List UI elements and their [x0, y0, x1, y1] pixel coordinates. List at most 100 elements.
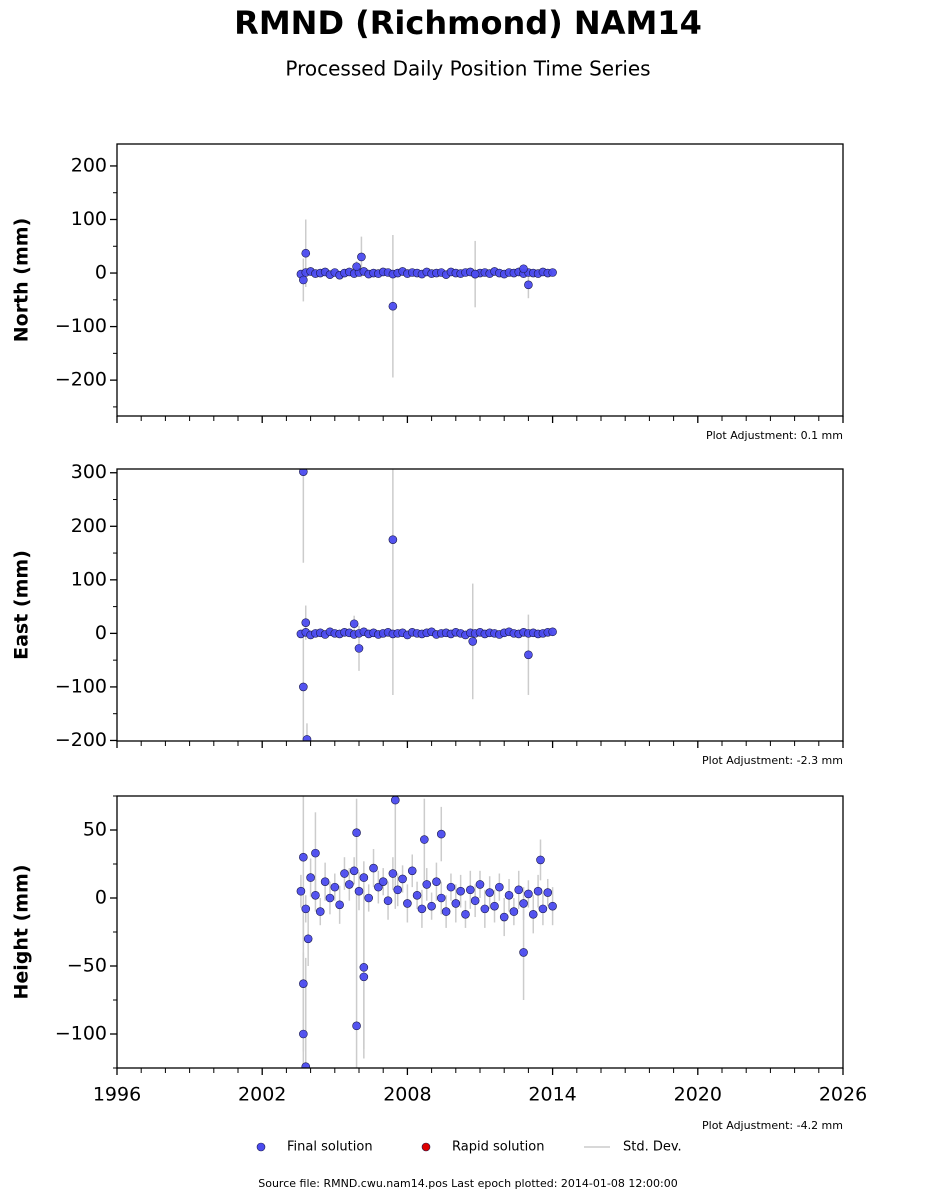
data-point — [359, 963, 369, 972]
data-point — [407, 866, 417, 876]
data-point — [461, 910, 470, 919]
data-point — [519, 264, 528, 274]
data-point — [299, 275, 308, 285]
data-point — [359, 972, 369, 982]
data-point — [436, 829, 446, 839]
data-point — [422, 880, 432, 889]
y-tick-label: −100 — [55, 675, 107, 697]
x-tick-label: 2008 — [383, 1084, 431, 1106]
data-point — [499, 912, 509, 922]
data-point — [378, 877, 388, 886]
data-point — [388, 301, 398, 311]
source-note: Source file: RMND.cwu.nam14.pos Last epo… — [258, 1177, 678, 1190]
data-point — [519, 899, 528, 908]
y-tick-label: −100 — [55, 1023, 107, 1045]
data-point — [299, 1029, 308, 1039]
y-tick-label: 0 — [95, 622, 107, 644]
x-tick-label: 1996 — [93, 1084, 141, 1106]
plot-adjustment: Plot Adjustment: -2.3 mm — [702, 754, 843, 767]
data-point — [470, 269, 480, 279]
data-point — [398, 874, 407, 884]
data-point — [441, 907, 451, 916]
data-point — [354, 886, 364, 896]
data-point — [514, 885, 524, 895]
y-tick-label: 100 — [71, 208, 107, 230]
data-point — [311, 890, 320, 900]
data-point — [311, 848, 320, 858]
y-tick-label: 300 — [71, 461, 107, 483]
data-point — [388, 869, 398, 878]
data-point — [320, 877, 330, 886]
data-point — [374, 882, 383, 892]
data-point — [524, 650, 533, 660]
x-tick-label: 2002 — [238, 1084, 286, 1106]
data-point — [352, 1021, 361, 1031]
y-tick-label: 200 — [71, 515, 107, 537]
data-point — [301, 248, 311, 258]
data-point — [468, 637, 478, 646]
data-point — [403, 899, 412, 908]
data-point — [420, 835, 429, 844]
data-point — [538, 904, 548, 914]
data-point — [303, 934, 313, 944]
data-point — [349, 866, 359, 876]
data-point — [528, 910, 538, 919]
data-point — [302, 735, 312, 741]
data-point — [548, 627, 557, 637]
data-point — [352, 262, 361, 271]
data-point — [543, 888, 553, 897]
data-point — [519, 948, 528, 957]
data-point — [391, 796, 400, 805]
data-point — [548, 901, 557, 911]
data-point — [393, 885, 403, 895]
plot-area — [296, 219, 557, 378]
data-point — [533, 886, 543, 896]
data-point — [456, 886, 465, 896]
data-point — [495, 882, 504, 892]
y-tick-label: −200 — [55, 369, 107, 391]
data-point — [436, 893, 446, 903]
y-axis-label: North (mm) — [11, 218, 33, 343]
subtitle: Processed Daily Position Time Series — [285, 57, 650, 81]
data-point — [359, 873, 369, 882]
y-tick-label: 100 — [71, 568, 107, 590]
data-point — [299, 682, 308, 692]
title: RMND (Richmond) NAM14 — [234, 4, 702, 42]
data-point — [335, 900, 344, 910]
data-point — [388, 535, 398, 544]
data-point — [299, 979, 308, 988]
data-point — [470, 896, 480, 906]
data-point — [427, 901, 436, 911]
data-point — [548, 268, 557, 277]
plot-adjustment: Plot Adjustment: -4.2 mm — [702, 1119, 843, 1132]
data-point — [325, 893, 335, 903]
data-point — [349, 619, 359, 629]
data-point — [417, 904, 427, 914]
data-point — [315, 907, 325, 916]
plot-area — [296, 796, 557, 1068]
data-point — [301, 904, 311, 914]
legend-marker — [256, 1142, 266, 1152]
data-point — [504, 890, 514, 900]
y-tick-label: 0 — [95, 262, 107, 284]
y-tick-label: 0 — [95, 887, 107, 909]
y-axis-label: Height (mm) — [11, 864, 33, 999]
data-point — [446, 882, 456, 892]
legend-label: Final solution — [287, 1140, 373, 1155]
data-point — [357, 252, 366, 262]
data-point — [345, 880, 354, 889]
data-point — [301, 618, 311, 627]
data-point — [524, 280, 533, 290]
data-point — [352, 828, 361, 838]
legend-label: Std. Dev. — [623, 1140, 682, 1155]
data-point — [490, 901, 499, 911]
plot-adjustment: Plot Adjustment: 0.1 mm — [706, 429, 843, 442]
y-tick-label: −100 — [55, 315, 107, 337]
data-point — [451, 899, 461, 908]
data-point — [485, 888, 494, 897]
data-point — [364, 893, 373, 903]
data-point — [340, 869, 349, 878]
data-point — [299, 852, 308, 862]
